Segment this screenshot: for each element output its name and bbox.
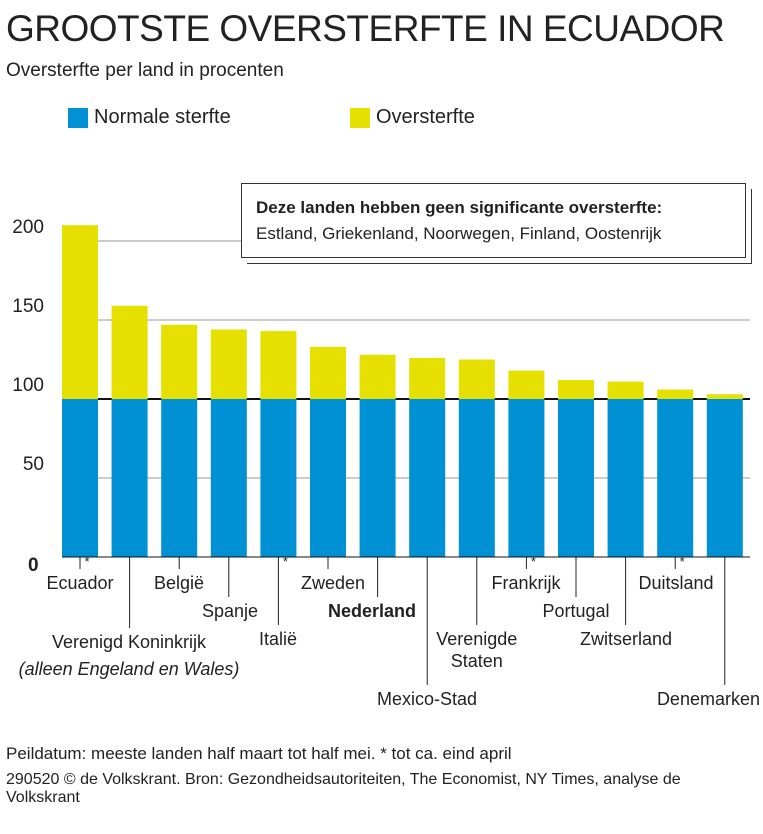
bar-normal xyxy=(260,399,297,557)
bar-excess xyxy=(706,394,743,399)
bar-excess xyxy=(210,329,247,399)
bar-excess xyxy=(657,389,694,399)
chart-title: GROOTSTE OVERSTERFTE IN ECUADOR xyxy=(6,8,725,49)
legend-normal: Normale sterfte xyxy=(68,106,231,129)
bar-normal xyxy=(657,399,694,557)
y-tick-label: 0 xyxy=(28,555,39,576)
bar-excess xyxy=(607,381,644,399)
bar-normal xyxy=(409,399,446,557)
asterisk-marker: * xyxy=(283,554,288,569)
x-category-label: Verenigde xyxy=(436,629,517,649)
annotation-text: Estland, Griekenland, Noorwegen, Finland… xyxy=(256,224,662,243)
bar-normal xyxy=(359,399,396,557)
bar-normal xyxy=(458,399,495,557)
x-category-label: België xyxy=(154,573,204,593)
x-category-label: Zwitserland xyxy=(580,629,672,649)
legend-swatch xyxy=(68,107,88,128)
bar-excess xyxy=(260,331,297,399)
x-category-label: Zweden xyxy=(301,573,365,593)
x-category-note: (alleen Engeland en Wales) xyxy=(19,659,240,679)
bar-normal xyxy=(558,399,594,557)
legend-excess: Oversterfte xyxy=(350,106,475,129)
annotation-title: Deze landen hebben geen significante ove… xyxy=(256,198,663,217)
annotation-box: Deze landen hebben geen significante ove… xyxy=(241,183,746,258)
legend-label: Oversterfte xyxy=(376,106,475,128)
bar-excess xyxy=(558,380,594,399)
y-tick-label: 50 xyxy=(23,454,44,475)
x-category-label: Ecuador xyxy=(46,573,113,593)
x-category-label: Duitsland xyxy=(638,573,713,593)
x-category-label: Staten xyxy=(451,651,503,671)
bar-excess xyxy=(508,370,545,399)
bar-normal xyxy=(62,399,98,557)
bar-normal xyxy=(111,399,148,557)
bar-excess xyxy=(458,359,495,399)
bar-normal xyxy=(508,399,545,557)
y-tick-label: 100 xyxy=(12,375,44,396)
bar-excess xyxy=(161,324,198,399)
x-category-label: Portugal xyxy=(542,601,609,621)
x-category-label: Spanje xyxy=(202,601,258,621)
bar-excess xyxy=(111,305,148,399)
legend-swatch xyxy=(350,107,370,128)
asterisk-marker: * xyxy=(680,554,685,569)
asterisk-marker: * xyxy=(531,554,536,569)
x-category-label: Italië xyxy=(259,629,297,649)
bar-normal xyxy=(607,399,644,557)
x-category-label: Mexico-Stad xyxy=(377,689,477,709)
bar-normal xyxy=(210,399,247,557)
legend-label: Normale sterfte xyxy=(94,106,231,128)
chart-subtitle: Oversterfte per land in procenten xyxy=(6,60,284,81)
bar-excess xyxy=(359,354,396,399)
footer-source: 290520 © de Volkskrant. Bron: Gezondheid… xyxy=(6,771,681,806)
bar-excess xyxy=(310,346,346,399)
x-category-label: Frankrijk xyxy=(491,573,561,593)
x-category-label: Verenigd Koninkrijk xyxy=(52,632,207,652)
bar-excess xyxy=(409,357,446,399)
y-tick-label: 150 xyxy=(12,296,44,317)
y-tick-label: 200 xyxy=(12,217,44,238)
bar-normal xyxy=(706,399,743,557)
x-category-label: Denemarken xyxy=(657,689,760,709)
x-category-label: Nederland xyxy=(328,601,416,621)
footer-note: Peildatum: meeste landen half maart tot … xyxy=(6,744,512,763)
asterisk-marker: * xyxy=(84,554,89,569)
bar-normal xyxy=(310,399,346,557)
bar-normal xyxy=(161,399,198,557)
bar-excess xyxy=(62,225,98,399)
